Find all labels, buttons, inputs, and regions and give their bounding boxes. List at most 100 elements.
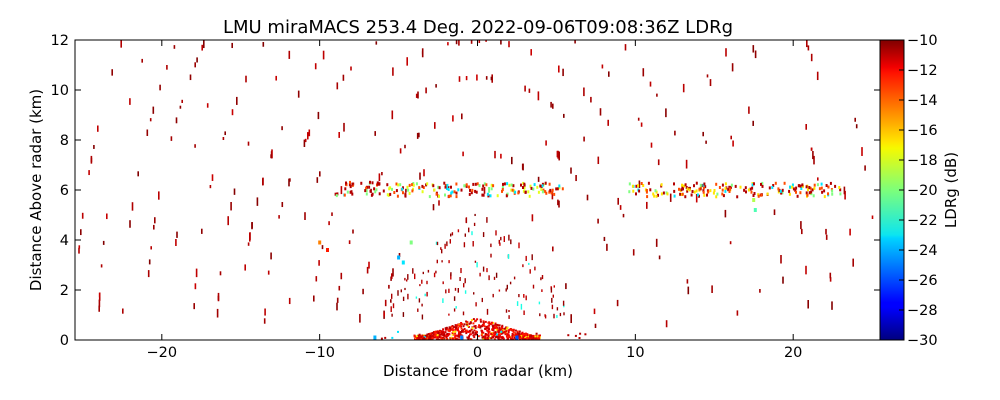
ldr-pixel — [217, 292, 220, 302]
ldr-pixel — [420, 336, 423, 338]
ldr-pixel — [336, 297, 339, 303]
ldr-pixel — [340, 186, 343, 195]
ldr-pixel — [427, 338, 430, 340]
ldr-pixel — [497, 336, 500, 339]
ldr-pixel — [470, 191, 473, 195]
ldr-pixel — [479, 325, 482, 328]
ldr-pixel — [236, 96, 238, 105]
ldr-pixel — [541, 190, 544, 194]
ldr-pixel — [712, 191, 715, 195]
ldr-pixel — [432, 184, 435, 188]
ldr-pixel — [791, 183, 794, 187]
ldr-pixel — [656, 93, 658, 97]
ldr-pixel — [551, 190, 554, 200]
ldr-pixel — [454, 328, 457, 331]
ldr-pixel — [334, 192, 337, 196]
ldr-pixel — [399, 183, 402, 187]
colorbar-tick-label: −18 — [907, 153, 938, 169]
ldr-pixel — [810, 147, 813, 151]
ldr-pixel — [476, 318, 479, 321]
ldr-pixel — [304, 212, 306, 220]
ldr-pixel — [231, 109, 234, 116]
ldr-pixel — [854, 117, 856, 122]
ldr-pixel — [481, 324, 484, 327]
ldr-pixel — [761, 181, 764, 185]
ldr-pixel — [467, 336, 470, 339]
ldr-pixel — [816, 183, 819, 187]
ldr-pixel — [525, 295, 527, 301]
ldr-pixel — [730, 135, 732, 140]
ldr-pixel — [749, 187, 752, 191]
ldr-pixel — [495, 272, 498, 278]
ldr-pixel — [597, 218, 599, 224]
ldr-pixel — [490, 76, 493, 81]
ldr-pixel — [498, 239, 500, 244]
ldr-pixel — [458, 338, 461, 340]
ldr-pixel — [179, 105, 182, 109]
ldr-pixel — [482, 232, 485, 238]
ldr-pixel — [131, 202, 134, 211]
ldr-pixel — [368, 185, 371, 189]
ldr-pixel — [474, 182, 477, 186]
ldr-pixel — [350, 66, 352, 71]
ldr-pixel — [552, 246, 554, 252]
ldr-pixel — [809, 186, 812, 190]
ldr-pixel — [446, 183, 449, 187]
ldr-pixel — [488, 187, 491, 190]
ldr-pixel — [173, 45, 176, 49]
ldr-pixel — [465, 218, 467, 223]
ldr-pixel — [511, 333, 514, 335]
ldr-pixel — [557, 150, 559, 159]
ldr-pixel — [444, 184, 447, 187]
ldr-pixel — [373, 187, 376, 191]
ldr-pixel — [479, 326, 482, 329]
ldr-pixel — [503, 182, 506, 186]
ldr-pixel — [448, 288, 450, 293]
ldr-pixel — [352, 229, 354, 234]
ldr-pixel — [702, 189, 705, 193]
ldr-pixel — [454, 332, 457, 335]
ldr-pixel — [443, 334, 446, 337]
ldr-pixel — [690, 193, 693, 197]
ldr-pixel — [245, 75, 247, 83]
ldr-pixel — [486, 325, 489, 328]
ldr-pixel — [507, 330, 510, 333]
ldr-pixel — [557, 199, 559, 206]
ldr-pixel — [523, 310, 525, 316]
ldr-pixel — [458, 76, 461, 82]
ldr-pixel — [524, 190, 527, 194]
ldr-pixel — [799, 184, 802, 188]
ldr-pixel — [752, 45, 755, 53]
ldr-pixel — [450, 185, 452, 189]
ldr-pixel — [549, 188, 552, 192]
ldr-pixel — [415, 93, 418, 98]
ldr-pixel — [481, 331, 484, 334]
ldr-pixel — [474, 260, 477, 263]
ldr-pixel — [446, 187, 448, 190]
ldr-pixel — [508, 41, 510, 48]
ldr-pixel — [445, 289, 447, 294]
ldr-pixel — [508, 310, 510, 313]
ldr-pixel — [522, 338, 524, 340]
ldr-pixel — [816, 71, 819, 81]
ldr-pixel — [649, 188, 652, 192]
ldr-pixel — [475, 330, 478, 333]
ldr-pixel — [495, 328, 498, 331]
ldr-pixel — [447, 332, 450, 335]
ldr-pixel — [653, 194, 656, 198]
x-tick-label: 20 — [784, 345, 802, 361]
ldr-pixel — [490, 243, 492, 248]
ldr-pixel — [435, 192, 438, 196]
ldr-pixel — [652, 192, 655, 196]
ldr-pixel — [458, 40, 460, 46]
ldr-pixel — [141, 58, 143, 63]
ldr-pixel — [426, 182, 429, 186]
ldr-pixel — [486, 268, 488, 273]
colorbar-tick-label: −12 — [907, 63, 938, 79]
ldr-pixel — [622, 213, 625, 218]
ldr-pixel — [408, 191, 411, 195]
ldr-pixel — [466, 336, 469, 339]
ldr-pixel — [158, 191, 160, 200]
ldr-pixel — [511, 156, 513, 165]
ldr-pixel — [685, 186, 688, 189]
